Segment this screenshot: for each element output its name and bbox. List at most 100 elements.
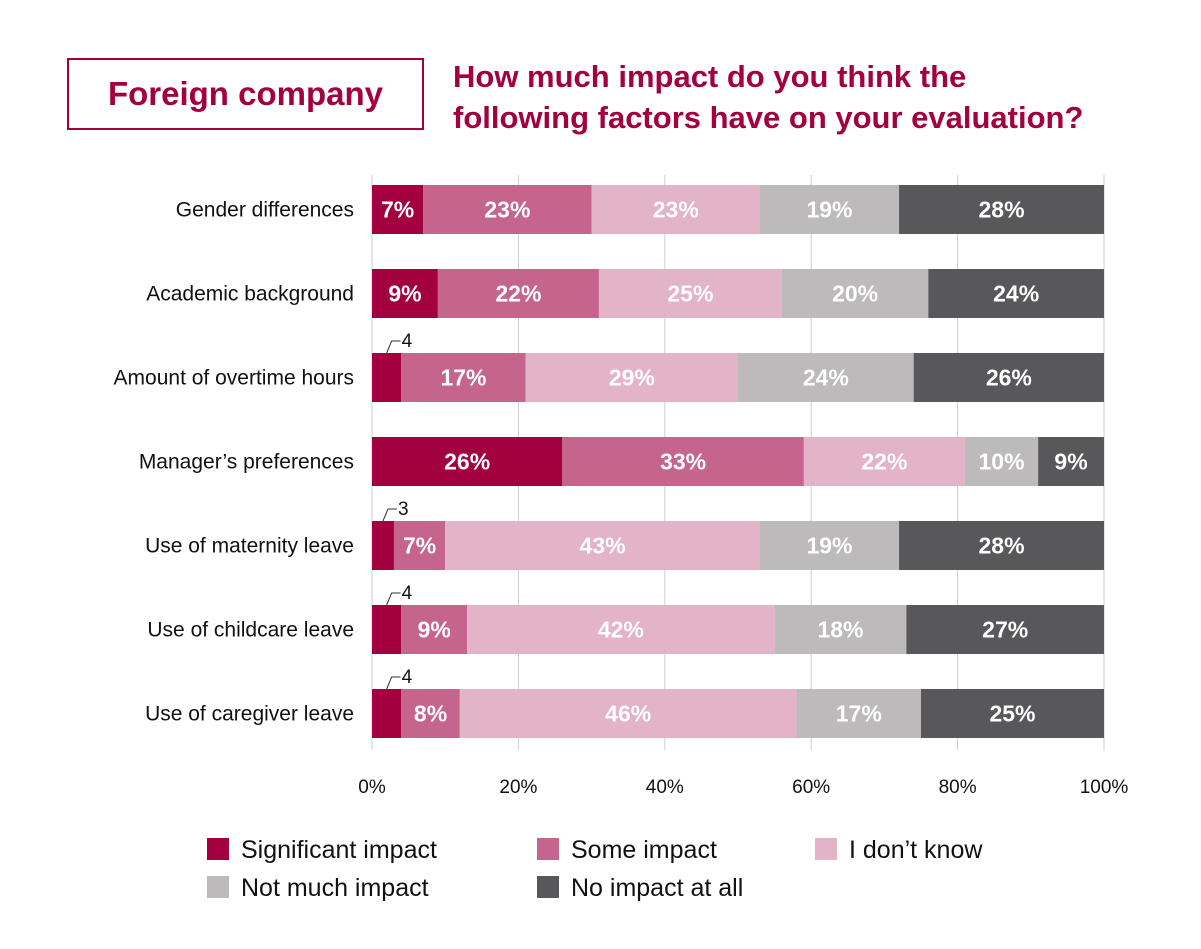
segment-label: 42%	[598, 617, 644, 643]
company-type-badge: Foreign company	[67, 58, 424, 130]
chart-bars: 7% 23% 23% 19% 28% 9% 22% 25% 20% 24% 4 17% 29% 24% 26…	[372, 185, 1104, 738]
x-tick-label: 0%	[358, 777, 386, 798]
bar-segment	[796, 689, 921, 738]
bar-segment	[467, 605, 775, 654]
legend-label: Not much impact	[241, 874, 429, 902]
segment-label-outside: 4	[402, 331, 413, 352]
bar-segment	[372, 353, 402, 402]
segment-label-outside: 3	[398, 499, 409, 520]
bar-segment	[372, 185, 424, 234]
category-labels: Gender differences Academic background Amo…	[114, 199, 354, 726]
segment-label: 23%	[653, 197, 699, 223]
bar-segment	[921, 689, 1104, 738]
segment-label: 18%	[817, 617, 863, 643]
bar-segment	[372, 605, 402, 654]
label-leader-line	[382, 508, 397, 522]
category-label: Academic background	[146, 283, 354, 306]
segment-label: 23%	[484, 197, 530, 223]
x-tick-label: 100%	[1080, 777, 1129, 798]
label-leader-line	[386, 592, 401, 606]
bar-segment	[437, 269, 599, 318]
category-label: Amount of overtime hours	[114, 367, 354, 390]
bar-segment	[445, 521, 760, 570]
segment-label: 20%	[832, 281, 878, 307]
legend-label: No impact at all	[571, 874, 743, 902]
segment-label: 17%	[836, 701, 882, 727]
segment-label: 19%	[806, 533, 852, 559]
x-tick-label: 80%	[939, 777, 977, 798]
bar-segment	[401, 605, 468, 654]
bar-segment	[774, 605, 907, 654]
bar-segment	[372, 437, 563, 486]
bar-segment	[899, 185, 1104, 234]
legend-swatch	[815, 838, 837, 860]
bar-segment	[459, 689, 797, 738]
bar-segment	[423, 185, 592, 234]
segment-label: 33%	[660, 449, 706, 475]
segment-label: 22%	[861, 449, 907, 475]
bar-segment	[899, 521, 1104, 570]
segment-label: 26%	[986, 365, 1032, 391]
chart-title: How much impact do you think the followi…	[453, 56, 1193, 138]
segment-label: 25%	[667, 281, 713, 307]
bar-segment	[759, 521, 900, 570]
segment-label: 46%	[605, 701, 651, 727]
segment-label: 27%	[982, 617, 1028, 643]
segment-label: 9%	[1054, 449, 1087, 475]
segment-label-outside: 4	[402, 583, 413, 604]
chart-legend: Significant impact Some impact I don’t kno…	[207, 836, 983, 902]
x-axis-ticks: 0% 20% 40% 60% 80% 100%	[358, 777, 1128, 798]
bar-segment	[401, 353, 526, 402]
segment-label: 17%	[440, 365, 486, 391]
segment-label: 43%	[580, 533, 626, 559]
legend-swatch	[537, 876, 559, 898]
legend-swatch	[207, 876, 229, 898]
bar-segment	[372, 689, 402, 738]
legend-label: I don’t know	[849, 836, 983, 864]
bar-segment	[738, 353, 914, 402]
bar-segment	[759, 185, 900, 234]
segment-label: 8%	[414, 701, 447, 727]
bar-segment	[913, 353, 1104, 402]
segment-label-outside: 4	[402, 667, 413, 688]
category-label: Use of maternity leave	[145, 535, 354, 558]
segment-label: 19%	[806, 197, 852, 223]
segment-label: 24%	[993, 281, 1039, 307]
segment-label: 7%	[381, 197, 414, 223]
chart-title-line-2: following factors have on your evaluatio…	[453, 100, 1084, 135]
x-tick-label: 60%	[792, 777, 830, 798]
category-label: Use of caregiver leave	[145, 703, 354, 726]
segment-label: 29%	[609, 365, 655, 391]
bar-segment	[803, 437, 965, 486]
x-tick-label: 20%	[499, 777, 537, 798]
x-tick-label: 40%	[646, 777, 684, 798]
segment-label: 28%	[978, 197, 1024, 223]
segment-label: 22%	[495, 281, 541, 307]
bar-segment	[928, 269, 1104, 318]
bar-segment	[906, 605, 1104, 654]
label-leader-line	[386, 676, 401, 690]
legend-swatch	[537, 838, 559, 860]
bar-segment	[372, 269, 438, 318]
segment-label: 24%	[803, 365, 849, 391]
category-label: Gender differences	[176, 199, 354, 222]
legend-swatch	[207, 838, 229, 860]
bar-segment	[562, 437, 804, 486]
segment-label: 10%	[978, 449, 1024, 475]
category-label: Manager’s preferences	[139, 451, 354, 474]
segment-label: 9%	[418, 617, 451, 643]
segment-label: 9%	[388, 281, 421, 307]
bar-segment	[401, 689, 460, 738]
segment-label: 28%	[978, 533, 1024, 559]
legend-label: Significant impact	[241, 836, 437, 864]
bar-segment	[393, 521, 446, 570]
bar-segment	[525, 353, 738, 402]
bar-segment	[372, 521, 394, 570]
bar-segment	[1038, 437, 1104, 486]
bar-segment	[591, 185, 760, 234]
bar-segment	[781, 269, 929, 318]
bar-segment	[964, 437, 1039, 486]
segment-label: 7%	[403, 533, 436, 559]
segment-label: 26%	[444, 449, 490, 475]
